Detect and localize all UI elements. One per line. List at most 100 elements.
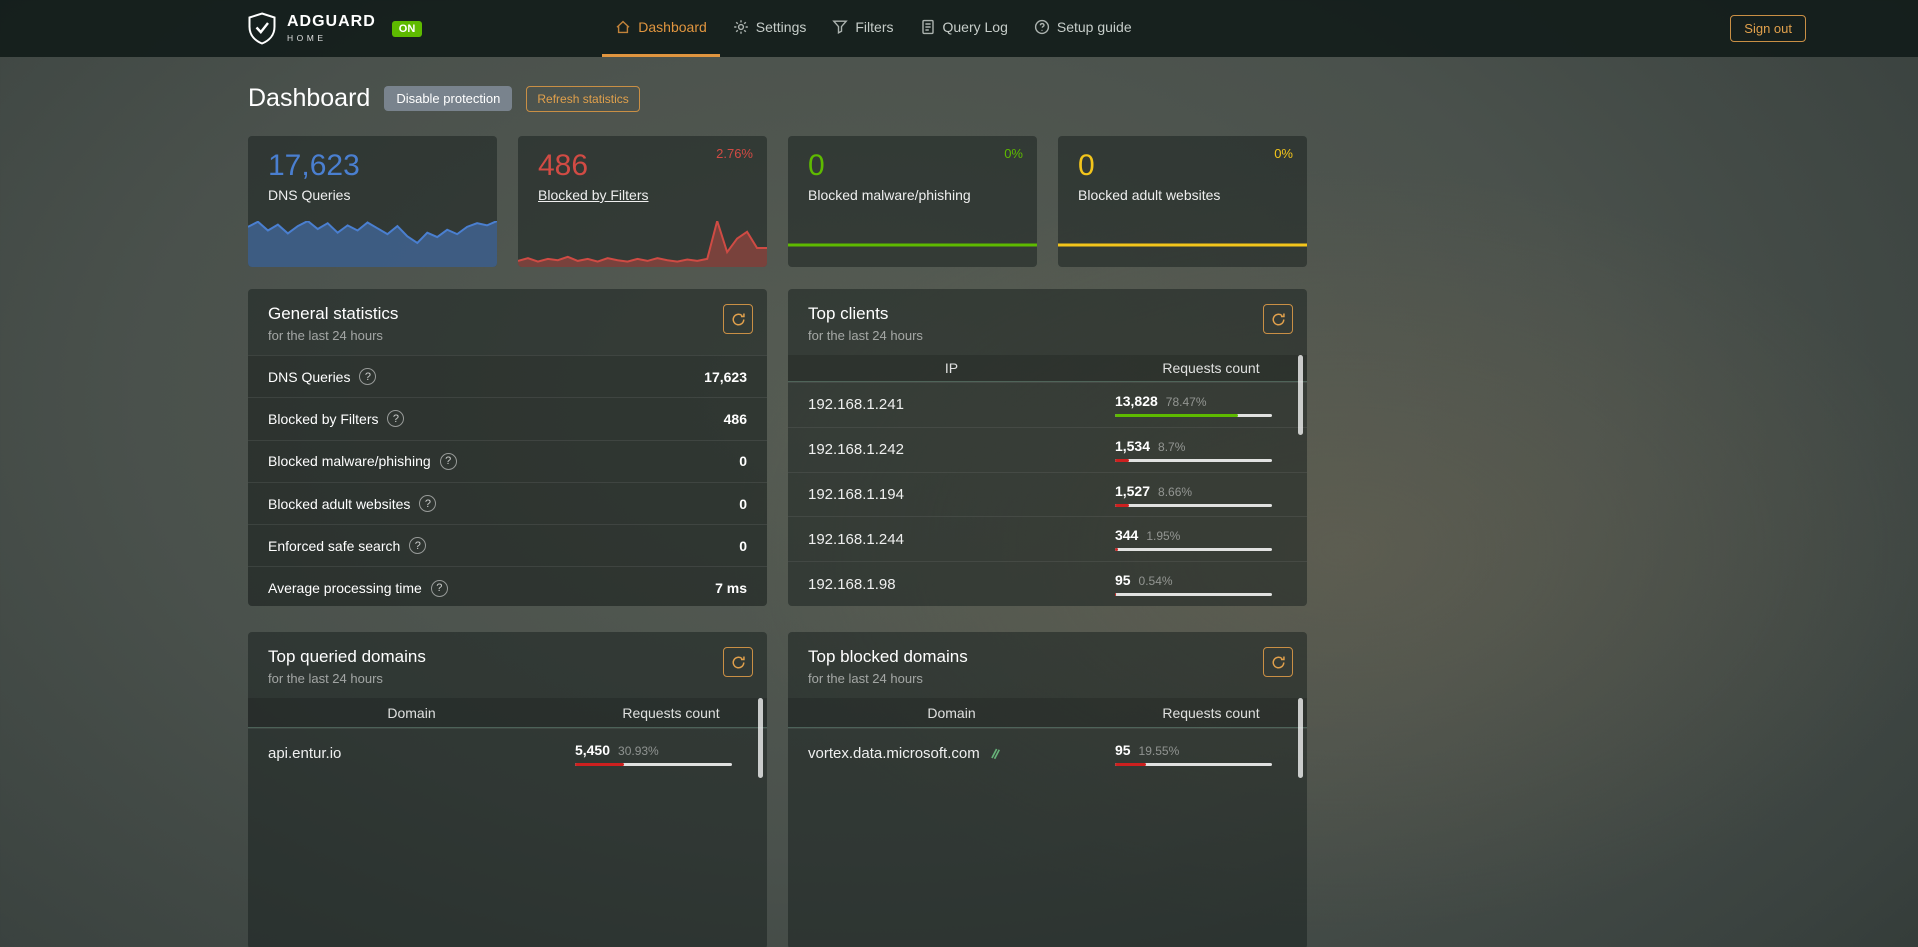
statistics-row: Blocked adult websites ? 0 xyxy=(248,481,767,524)
column-header-requests: Requests count xyxy=(1162,704,1260,721)
nav-item-filters[interactable]: Filters xyxy=(819,0,906,57)
table-header: Domain Requests count xyxy=(788,698,1307,728)
top-clients-card: Top clients for the last 24 hours IP Req… xyxy=(788,289,1307,606)
client-ip[interactable]: 192.168.1.194 xyxy=(808,486,904,503)
disable-protection-button[interactable]: Disable protection xyxy=(384,86,513,111)
requests-percent: 1.95% xyxy=(1146,529,1181,544)
statistic-label: Enforced safe search xyxy=(268,537,401,554)
progress-bar xyxy=(1114,593,1272,597)
requests-percent: 8.66% xyxy=(1158,484,1193,499)
table-row: 192.168.1.244 344 1.95% xyxy=(788,516,1307,561)
statistics-row: Blocked by Filters ? 486 xyxy=(248,397,767,439)
requests-count: 344 xyxy=(1114,527,1139,544)
table-row: vortex.data.microsoft.com 95 19.55% xyxy=(788,728,1307,778)
statistic-value: 486 xyxy=(723,410,747,427)
refresh-card-button[interactable] xyxy=(1263,647,1293,677)
table-row: 192.168.1.98 95 0.54% xyxy=(788,561,1307,606)
refresh-icon xyxy=(1272,656,1285,668)
stat-card-dns-queries: 17,623 DNS Queries xyxy=(248,136,497,267)
adguard-home-logo[interactable]: ADGUARD HOME ON xyxy=(247,0,423,57)
home-icon xyxy=(616,20,630,34)
requests-percent: 78.47% xyxy=(1165,394,1207,409)
blocked-by-filters-sparkline xyxy=(518,221,767,267)
protection-on-badge: ON xyxy=(391,20,423,37)
stat-cards-row: 17,623 DNS Queries 2.76% 486 Blocked by … xyxy=(248,136,1307,267)
refresh-card-button[interactable] xyxy=(1263,304,1293,334)
client-ip[interactable]: 192.168.1.244 xyxy=(808,530,904,548)
requests-percent: 0.54% xyxy=(1138,574,1173,589)
document-icon xyxy=(921,19,934,35)
progress-bar xyxy=(1114,548,1272,552)
blocked-adult-sparkline xyxy=(1058,243,1307,245)
table-header: IP Requests count xyxy=(788,355,1307,383)
column-header-requests: Requests count xyxy=(1162,360,1260,376)
stat-label: Blocked malware/phishing xyxy=(808,187,971,203)
help-icon[interactable]: ? xyxy=(387,410,405,428)
requests-percent: 30.93% xyxy=(618,743,659,758)
stat-card-blocked-malware: 0% 0 Blocked malware/phishing xyxy=(788,136,1037,267)
requests-count: 1,534 xyxy=(1114,437,1151,454)
requests-count: 13,828 xyxy=(1114,392,1158,409)
nav-item-settings[interactable]: Settings xyxy=(720,0,820,57)
nav-item-dashboard[interactable]: Dashboard xyxy=(602,0,720,57)
nav-item-query-log[interactable]: Query Log xyxy=(907,0,1021,57)
gear-icon xyxy=(733,20,748,34)
statistic-value: 7 ms xyxy=(715,580,747,597)
navbar: ADGUARD HOME ON Dashboard Settings Filte… xyxy=(0,0,1918,57)
top-queried-domains-card: Top queried domains for the last 24 hour… xyxy=(248,632,767,947)
domain-name[interactable]: api.entur.io xyxy=(268,745,342,762)
statistic-label: Blocked adult websites xyxy=(268,495,411,512)
stat-value: 0 xyxy=(1078,149,1095,182)
help-icon[interactable]: ? xyxy=(409,537,427,555)
help-icon[interactable]: ? xyxy=(419,495,437,513)
refresh-card-button[interactable] xyxy=(723,304,753,334)
general-statistics-card: General statistics for the last 24 hours… xyxy=(248,289,767,606)
table-row: 192.168.1.194 1,527 8.66% xyxy=(788,471,1307,517)
column-header-ip: IP xyxy=(944,360,959,376)
stat-value: 486 xyxy=(538,149,589,182)
progress-bar xyxy=(1114,503,1272,507)
refresh-icon xyxy=(732,313,745,325)
brand-subtitle: HOME xyxy=(287,33,327,43)
page-title: Dashboard xyxy=(248,84,371,112)
statistic-value: 0 xyxy=(739,495,747,512)
client-ip[interactable]: 192.168.1.242 xyxy=(808,441,904,459)
help-icon[interactable]: ? xyxy=(439,452,457,470)
scrollbar-thumb[interactable] xyxy=(758,698,763,778)
top-blocked-domains-card: Top blocked domains for the last 24 hour… xyxy=(788,632,1307,947)
top-blocked-domains-table: vortex.data.microsoft.com 95 19.55% xyxy=(788,728,1307,778)
trend-value: 0% xyxy=(1274,146,1293,161)
table-header: Domain Requests count xyxy=(248,698,767,728)
statistics-row: DNS Queries ? 17,623 xyxy=(248,355,767,397)
domain-name[interactable]: vortex.data.microsoft.com xyxy=(788,745,1115,762)
statistic-value: 0 xyxy=(739,537,747,554)
client-ip[interactable]: 192.168.1.98 xyxy=(808,575,896,593)
help-icon[interactable]: ? xyxy=(359,368,377,386)
shield-check-icon xyxy=(248,11,276,45)
requests-count: 5,450 xyxy=(574,741,611,758)
nav-item-setup-guide[interactable]: Setup guide xyxy=(1021,0,1145,57)
scrollbar-thumb[interactable] xyxy=(1298,698,1303,778)
blocked-by-filters-link[interactable]: Blocked by Filters xyxy=(538,187,649,203)
general-statistics-table: DNS Queries ? 17,623 Blocked by Filters … xyxy=(248,355,767,606)
sign-out-button[interactable]: Sign out xyxy=(1730,15,1806,42)
requests-percent: 19.55% xyxy=(1138,743,1180,758)
requests-count: 95 xyxy=(1114,741,1131,758)
scrollbar-thumb[interactable] xyxy=(1298,355,1303,435)
top-queried-domains-table: api.entur.io 5,450 30.93% xyxy=(248,728,767,778)
brand-name: ADGUARD xyxy=(287,13,376,30)
progress-bar xyxy=(1114,762,1272,766)
help-icon[interactable]: ? xyxy=(430,579,448,597)
statistic-label: Blocked by Filters xyxy=(268,410,379,427)
refresh-icon xyxy=(732,656,745,668)
refresh-card-button[interactable] xyxy=(723,647,753,677)
stat-value: 0 xyxy=(808,149,825,182)
refresh-statistics-button[interactable]: Refresh statistics xyxy=(526,85,640,112)
main-navigation: Dashboard Settings Filters Query Log Set… xyxy=(602,0,1144,57)
refresh-icon xyxy=(1272,313,1285,325)
client-ip[interactable]: 192.168.1.241 xyxy=(808,396,904,414)
column-header-domain: Domain xyxy=(387,704,436,721)
card-title: Top queried domains xyxy=(268,647,426,666)
blocked-malware-sparkline xyxy=(788,243,1037,245)
top-clients-table: 192.168.1.241 13,828 78.47% 192.168.1.24… xyxy=(788,382,1307,606)
